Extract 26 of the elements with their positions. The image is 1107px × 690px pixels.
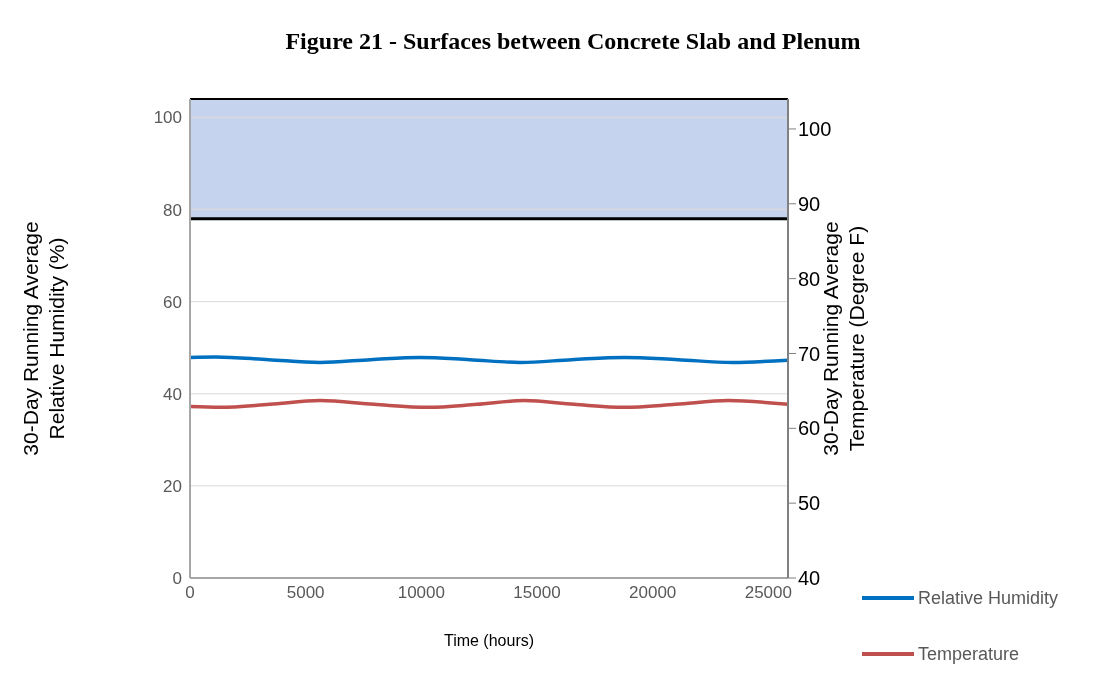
x-tick-label: 20000 xyxy=(629,583,677,603)
y-tick-label: 0 xyxy=(172,569,182,589)
legend-label: Relative Humidity xyxy=(917,587,1058,609)
x-tick-label: 15000 xyxy=(513,583,561,603)
y2-axis-title: 30-Day Running Average Temperature (Degree F) xyxy=(819,221,868,456)
y2-tick-label: 50 xyxy=(798,492,821,515)
y2-tick-label: 70 xyxy=(798,342,821,365)
y-tick-label: 40 xyxy=(163,384,182,404)
line-series xyxy=(190,398,788,410)
legend-label: Temperature xyxy=(917,643,1020,665)
y-tick-label: 80 xyxy=(163,200,182,220)
y-tick-label: 20 xyxy=(163,476,182,496)
y2-tick-label: 90 xyxy=(798,192,821,215)
y2-tick-label: 100 xyxy=(798,118,832,141)
x-tick-label: 10000 xyxy=(397,583,445,603)
y-tick-label: 60 xyxy=(163,292,182,312)
y2-tick-label: 80 xyxy=(798,267,821,290)
y-axis-title: 30-Day Running Average Relative Humidity (%) xyxy=(19,221,68,456)
y-tick-label: 100 xyxy=(153,108,182,128)
x-tick-label: 5000 xyxy=(286,583,325,603)
x-tick-label: 0 xyxy=(185,583,195,603)
y2-tick-label: 60 xyxy=(798,417,821,440)
x-tick-label: 25000 xyxy=(744,583,792,603)
chart-title: Figure 21 - Surfaces between Concrete Slab and Plenum xyxy=(284,27,862,56)
x-axis-title: Time (hours) xyxy=(443,632,535,649)
y2-tick-label: 40 xyxy=(798,567,821,590)
